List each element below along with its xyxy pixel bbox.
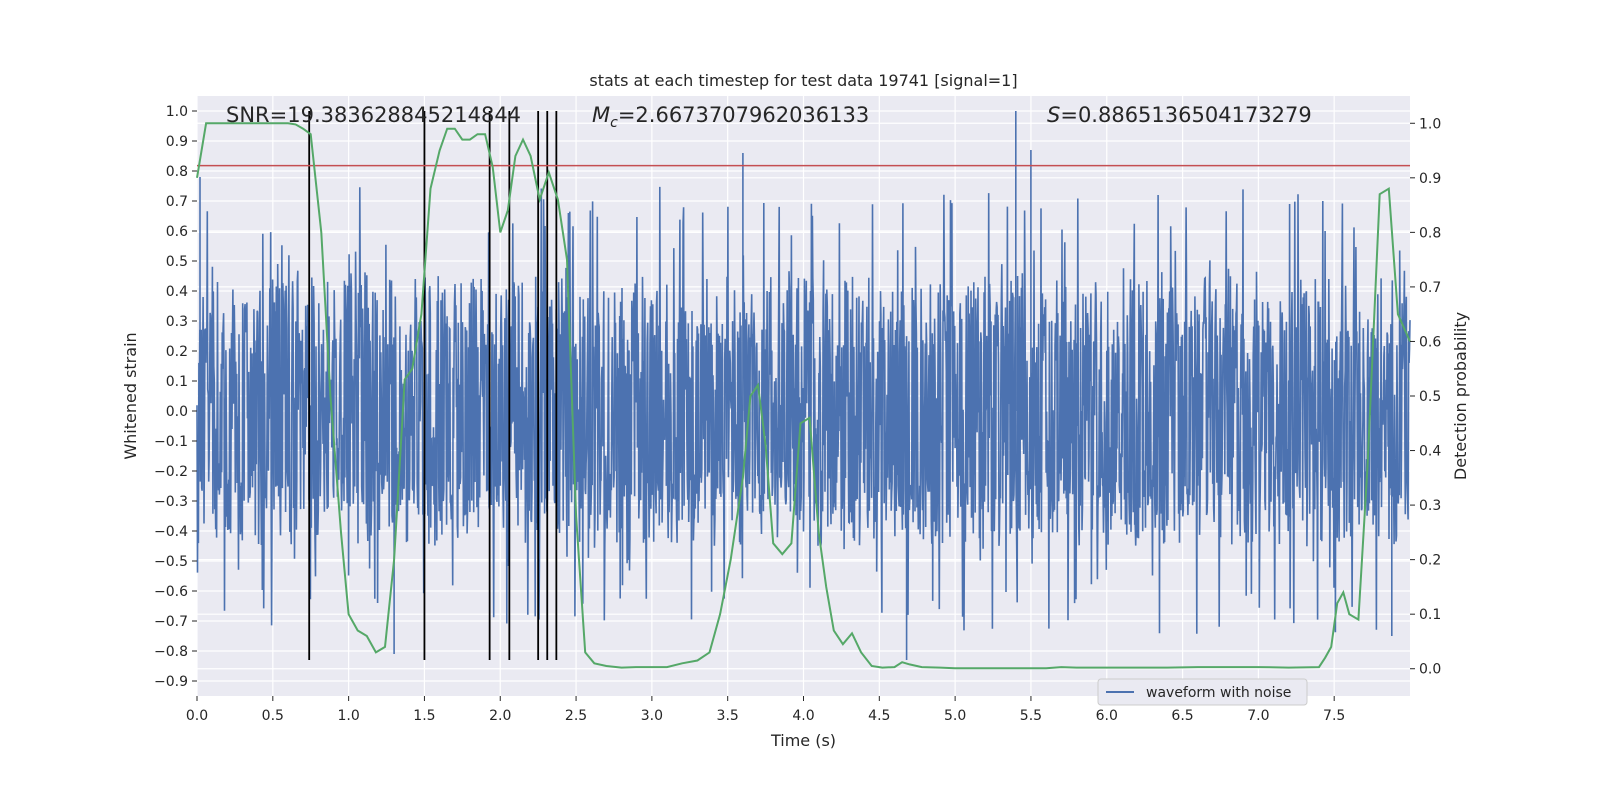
y-axis-label-right: Detection probability — [1451, 312, 1470, 480]
x-tick-label: 3.5 — [717, 708, 739, 724]
y-left-tick-label: −0.9 — [154, 674, 188, 690]
y-right-tick-label: 0.2 — [1419, 553, 1441, 569]
y-left-tick-label: 0.5 — [166, 254, 188, 270]
mc-symbol: M — [592, 103, 610, 127]
s-value: =0.8865136504173279 — [1060, 103, 1311, 127]
y-axis-label-left: Whitened strain — [121, 332, 140, 459]
detection-probability-line — [196, 122, 1411, 670]
legend: waveform with noise — [1097, 678, 1308, 706]
x-tick-label: 5.5 — [1020, 708, 1042, 724]
y-right-tick-label: 0.6 — [1419, 334, 1441, 350]
waveform-with-noise-line — [196, 111, 1411, 660]
snr-annotation: SNR=19.383628845214844 — [226, 103, 521, 127]
x-tick-label: 1.5 — [413, 708, 435, 724]
score-annotation: S=0.8865136504173279 — [1047, 103, 1312, 127]
mc-value: =2.6673707962036133 — [618, 103, 869, 127]
chirp-mass-annotation: Mc=2.6673707962036133 — [592, 103, 869, 131]
y-right-tick-label: 0.5 — [1419, 389, 1441, 405]
y-right-tick-label: 0.3 — [1419, 498, 1441, 514]
legend-box — [1097, 678, 1308, 706]
mc-subscript: c — [610, 115, 618, 131]
y-left-tick-label: −0.5 — [154, 554, 188, 570]
x-tick-label: 6.5 — [1171, 708, 1193, 724]
y-left-tick-label: 0.4 — [166, 284, 188, 300]
y-left-tick-label: 0.6 — [166, 224, 188, 240]
axes: 0.0 0.5 1.0 1.5 2.0 2.5 3.0 3.5 4.0 4.5 5.0 5.5 6.0 6… — [154, 104, 1441, 724]
y-right-tick-label: 0.0 — [1419, 662, 1441, 678]
y-left-tick-label: −0.1 — [154, 434, 188, 450]
x-tick-label: 2.5 — [565, 708, 587, 724]
vertical-markers — [308, 111, 558, 660]
y-left-tick-label: 0.7 — [166, 194, 188, 210]
chart-title: stats at each timestep for test data 197… — [589, 71, 1017, 90]
x-tick-label: 0.0 — [186, 708, 208, 724]
y-left-tick-label: 0.1 — [166, 374, 188, 390]
y-left-tick-label: 0.3 — [166, 314, 188, 330]
y-left-tick-label: −0.3 — [154, 494, 188, 510]
x-tick-label: 1.0 — [337, 708, 359, 724]
y-right-tick-label: 1.0 — [1419, 116, 1441, 132]
x-tick-label: 2.0 — [489, 708, 511, 724]
legend-entry: waveform with noise — [1146, 685, 1291, 701]
y-right-tick-label: 0.9 — [1419, 171, 1441, 187]
x-tick-label: 3.0 — [641, 708, 663, 724]
y-left-tick-label: 1.0 — [166, 104, 188, 120]
x-tick-label: 4.5 — [868, 708, 890, 724]
y-left-tick-label: −0.2 — [154, 464, 188, 480]
x-tick-label: 4.0 — [792, 708, 814, 724]
y-left-tick-label: 0.9 — [166, 134, 188, 150]
x-tick-label: 0.5 — [262, 708, 284, 724]
probability-series — [196, 122, 1411, 670]
y-right-tick-label: 0.7 — [1419, 280, 1441, 296]
y-right-tick-label: 0.8 — [1419, 225, 1441, 241]
x-tick-label: 5.0 — [944, 708, 966, 724]
x-tick-label: 6.0 — [1096, 708, 1118, 724]
y-left-tick-label: 0.0 — [166, 404, 188, 420]
x-tick-label: 7.5 — [1323, 708, 1345, 724]
y-left-tick-label: −0.4 — [154, 524, 188, 540]
y-left-tick-label: −0.8 — [154, 644, 188, 660]
y-right-tick-label: 0.1 — [1419, 607, 1441, 623]
x-tick-label: 7.0 — [1247, 708, 1269, 724]
y-left-tick-label: 0.8 — [166, 164, 188, 180]
y-left-tick-label: 0.2 — [166, 344, 188, 360]
y-left-tick-label: −0.7 — [154, 614, 188, 630]
y-left-tick-label: −0.6 — [154, 584, 188, 600]
s-symbol: S — [1047, 103, 1060, 127]
waveform-series — [196, 111, 1411, 660]
x-axis-label: Time (s) — [770, 731, 836, 750]
y-right-tick-label: 0.4 — [1419, 444, 1441, 460]
